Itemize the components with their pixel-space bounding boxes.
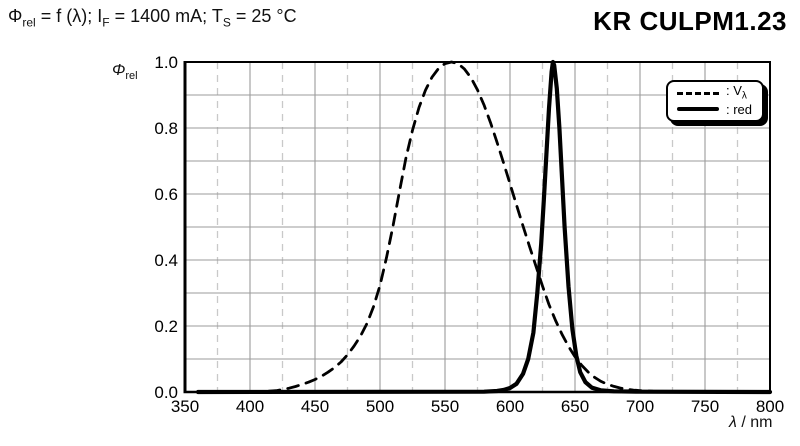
legend-item-vlambda: : Vλ <box>677 84 755 102</box>
solid-line-sample-icon <box>677 107 719 111</box>
condition-ts-sub: S <box>222 15 231 30</box>
legend-label-red: : red <box>726 101 753 117</box>
dashed-line-sample-icon <box>677 91 719 95</box>
x-axis-symbol: λ <box>729 414 737 431</box>
curve-vlambda <box>248 60 668 394</box>
legend-vlambda-sub: λ <box>741 90 747 102</box>
condition-line: Φrel = f (λ); IF = 1400 mA; TS = 25 °C <box>8 6 297 30</box>
x-axis-unit: / nm <box>736 414 773 431</box>
x-tick-label: 450 <box>301 397 329 416</box>
condition-phi: Φ <box>8 6 23 26</box>
x-tick-label: 400 <box>236 397 264 416</box>
y-tick-label: 0.8 <box>154 119 178 138</box>
x-tick-label: 350 <box>171 397 199 416</box>
legend-label-vlambda: : Vλ <box>726 84 747 102</box>
condition-seg3: = 25 °C <box>230 6 297 26</box>
page-title: KR CULPM1.23 <box>593 6 787 36</box>
y-tick-label: 0.4 <box>154 251 178 270</box>
y-axis-label: Φrel <box>112 62 138 82</box>
x-tick-label: 550 <box>431 397 459 416</box>
condition-seg1: = f (λ); I <box>35 6 103 26</box>
y-tick-label: 1.0 <box>154 53 178 72</box>
condition-seg2: = 1400 mA; T <box>109 6 223 26</box>
x-tick-label: 750 <box>691 397 719 416</box>
y-tick-label: 0.2 <box>154 317 178 336</box>
legend-item-red: : red <box>677 101 755 117</box>
x-tick-label: 600 <box>496 397 524 416</box>
chart-legend: : Vλ : red <box>666 80 764 122</box>
x-tick-label: 650 <box>561 397 589 416</box>
legend-vlambda-text: : V <box>726 83 742 99</box>
x-tick-label: 800 <box>756 397 784 416</box>
condition-if-sub: F <box>102 15 110 30</box>
x-axis-label: λ / nm <box>729 414 772 432</box>
y-axis-symbol-sub: rel <box>125 70 138 83</box>
y-tick-label: 0.0 <box>154 383 178 402</box>
condition-phi-sub: rel <box>22 15 36 30</box>
x-tick-label: 700 <box>626 397 654 416</box>
x-tick-label: 500 <box>366 397 394 416</box>
y-axis-symbol: Φ <box>112 62 126 79</box>
y-tick-label: 0.6 <box>154 185 178 204</box>
